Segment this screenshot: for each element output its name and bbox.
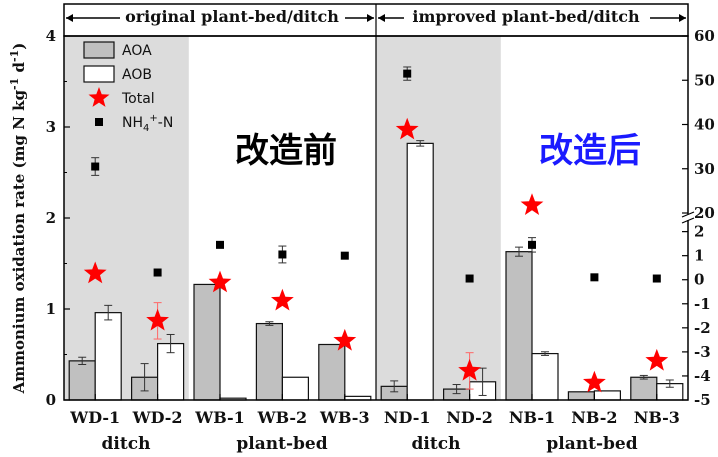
legend-swatch-aob: [83, 65, 115, 83]
shade-band-ditch-improved: [376, 36, 501, 400]
bar-aoa-WB-1: [193, 283, 221, 401]
shade-band-ditch-original: [64, 36, 189, 400]
legend-label-nh4: NH4+-N: [122, 113, 173, 134]
bar-aoa-WD-1: [68, 360, 96, 401]
marker-nh4-WB-3: [340, 251, 349, 260]
ytick-label-right-lower--4: -4: [694, 367, 711, 385]
marker-nh4-NB-2: [590, 273, 599, 282]
marker-total-NB-3: [645, 348, 669, 371]
markers: [83, 66, 669, 393]
marker-total-NB-2: [583, 370, 606, 393]
bar-aob-WB-2: [281, 376, 309, 401]
header-arrow-right-2-head: [679, 14, 686, 22]
ytick-label-right-lower-0: 0: [694, 271, 704, 289]
group-label-ditch-original: ditch: [102, 434, 151, 454]
annotation-before: 改造前: [235, 131, 337, 171]
marker-total-WB-2: [271, 288, 294, 311]
marker-total-ND-2: [458, 358, 481, 381]
xtick-label-ND-1: ND-1: [384, 408, 431, 427]
legend-swatch-total: [88, 87, 110, 107]
bar-aoa-NB-3: [630, 376, 658, 401]
marker-nh4-NB-1: [528, 240, 536, 249]
legend-label-total: Total: [121, 91, 155, 107]
marker-nh4-ND-2: [465, 274, 474, 283]
ytick-label-right-lower--1: -1: [694, 295, 711, 313]
group-label-plantbed-improved: plant-bed: [546, 434, 637, 454]
annotation-after: 改造后: [539, 131, 641, 171]
ytick-label-right-upper-30: 30: [694, 160, 715, 178]
ytick-label-left-3: 3: [46, 118, 56, 136]
marker-nh4-ND-1: [403, 69, 412, 78]
bar-aoa-WB-3: [318, 343, 346, 401]
marker-total-WD-1: [83, 261, 107, 284]
legend-swatch-aoa: [83, 41, 115, 59]
ytick-label-left-2: 2: [46, 209, 56, 227]
marker-total-WB-1: [208, 270, 232, 293]
ytick-label-right-lower--3: -3: [694, 343, 711, 361]
bar-aoa-WB-2: [255, 322, 283, 401]
ytick-label-left-1: 1: [46, 300, 56, 318]
ytick-label-right-upper-60: 60: [694, 27, 715, 45]
ytick-label-right-upper-50: 50: [694, 71, 715, 89]
xtick-label-WD-1: WD-1: [69, 408, 120, 427]
bar-aob-WD-1: [94, 312, 122, 401]
bar-aoa-NB-1: [505, 251, 533, 401]
xtick-label-WB-1: WB-1: [194, 408, 245, 427]
ytick-label-right-lower-1: 1: [694, 247, 704, 265]
marker-total-WB-3: [333, 328, 357, 351]
axis-break-mark-1: [681, 211, 695, 218]
marker-nh4-WD-2: [153, 268, 162, 277]
header-arrow-right-1-head: [367, 14, 374, 22]
marker-total-WD-2: [146, 308, 169, 331]
bar-aob-ND-1: [406, 142, 434, 401]
ytick-label-right-lower--2: -2: [694, 319, 711, 337]
section-label-improved: improved plant-bed/ditch: [412, 7, 640, 26]
group-label-plantbed-original: plant-bed: [236, 434, 327, 454]
ytick-label-right-upper-20: 20: [694, 204, 715, 222]
axes-frame: [63, 4, 695, 401]
ytick-label-right-lower--5: -5: [694, 391, 711, 409]
xtick-label-ND-2: ND-2: [446, 408, 493, 427]
xtick-label-WB-2: WB-2: [257, 408, 308, 427]
legend-label-aoa: AOA: [122, 43, 152, 59]
xtick-label-WB-3: WB-3: [319, 408, 370, 427]
legend-swatch-nh4: [95, 118, 103, 126]
group-label-ditch-improved: ditch: [412, 434, 461, 454]
axis-break-mark-2: [681, 217, 695, 224]
chart-background: [63, 3, 689, 400]
xtick-label-NB-1: NB-1: [509, 408, 555, 427]
header-arrow-left-2-head: [378, 14, 385, 22]
xtick-label-NB-2: NB-2: [571, 408, 617, 427]
header-arrow-left-1-head: [66, 14, 73, 22]
section-label-original: original plant-bed/ditch: [125, 7, 339, 26]
xtick-label-NB-3: NB-3: [634, 408, 680, 427]
marker-nh4-WD-1: [91, 162, 100, 171]
ytick-label-left-0: 0: [46, 391, 56, 409]
legend-label-aob: AOB: [122, 67, 152, 83]
bars: [68, 140, 684, 401]
xtick-label-WD-2: WD-2: [132, 408, 183, 427]
axis-break-gap: [684, 214, 694, 220]
bar-aob-NB-2: [593, 390, 622, 401]
marker-total-NB-1: [520, 193, 544, 215]
marker-nh4-WB-1: [216, 240, 224, 249]
marker-nh4-NB-3: [652, 274, 661, 283]
marker-total-ND-1: [395, 117, 419, 140]
bar-aob-NB-1: [531, 352, 559, 401]
ytick-label-right-lower-2: 2: [694, 223, 704, 241]
marker-nh4-WB-2: [278, 250, 287, 259]
y-axis-title: Ammonium oxidation rate (mg N kg-1 d-1): [8, 43, 28, 395]
labels: 0 1 2 3 4 20 30 40 50 60 2 1 0 -1 -2 -3 -4 -5 WD-1 WD-2 WB-1…: [8, 27, 715, 427]
bar-aoa-NB-2: [567, 391, 596, 401]
ytick-label-left-4: 4: [46, 27, 56, 45]
ytick-label-right-upper-40: 40: [694, 116, 715, 134]
